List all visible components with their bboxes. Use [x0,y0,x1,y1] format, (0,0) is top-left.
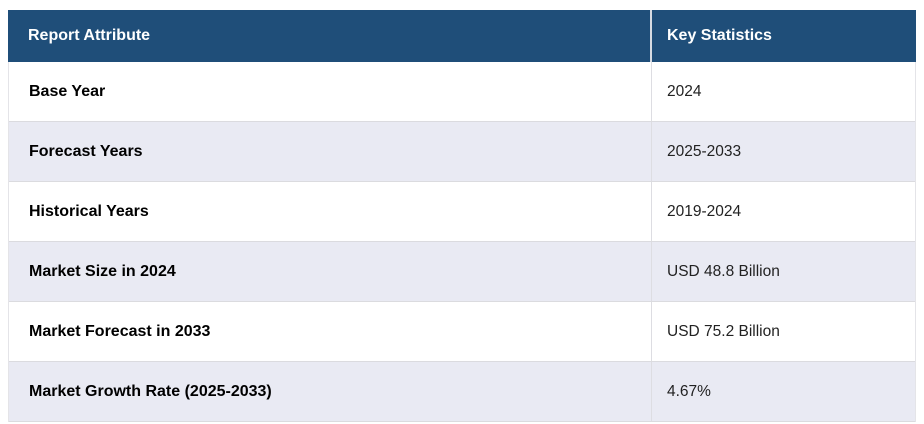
table-body: Base Year 2024 Forecast Years 2025-2033 … [8,62,916,422]
table-row-market-forecast: Market Forecast in 2033 USD 75.2 Billion [9,302,915,362]
value-cell: USD 48.8 Billion [651,242,915,301]
table-row-forecast-years: Forecast Years 2025-2033 [9,122,915,182]
attribute-cell: Base Year [29,82,106,100]
attribute-cell: Forecast Years [29,142,143,160]
header-report-attribute: Report Attribute [28,27,151,44]
value-cell: 2024 [651,62,915,121]
attribute-cell: Historical Years [29,202,149,220]
value-cell: 2019-2024 [651,182,915,241]
attribute-cell: Market Forecast in 2033 [29,322,211,340]
table-header-row: Report Attribute Key Statistics [8,10,916,62]
value-cell: 2025-2033 [651,122,915,181]
attribute-cell: Market Size in 2024 [29,262,176,280]
report-summary-table: Report Attribute Key Statistics Base Yea… [8,10,916,422]
table-row-growth-rate: Market Growth Rate (2025-2033) 4.67% [9,362,915,422]
attribute-cell: Market Growth Rate (2025-2033) [29,382,272,400]
table-row-market-size: Market Size in 2024 USD 48.8 Billion [9,242,915,302]
table-row-historical-years: Historical Years 2019-2024 [9,182,915,242]
value-cell: USD 75.2 Billion [651,302,915,361]
header-key-statistics: Key Statistics [650,10,916,62]
value-cell: 4.67% [651,362,915,421]
table-row-base-year: Base Year 2024 [9,62,915,122]
